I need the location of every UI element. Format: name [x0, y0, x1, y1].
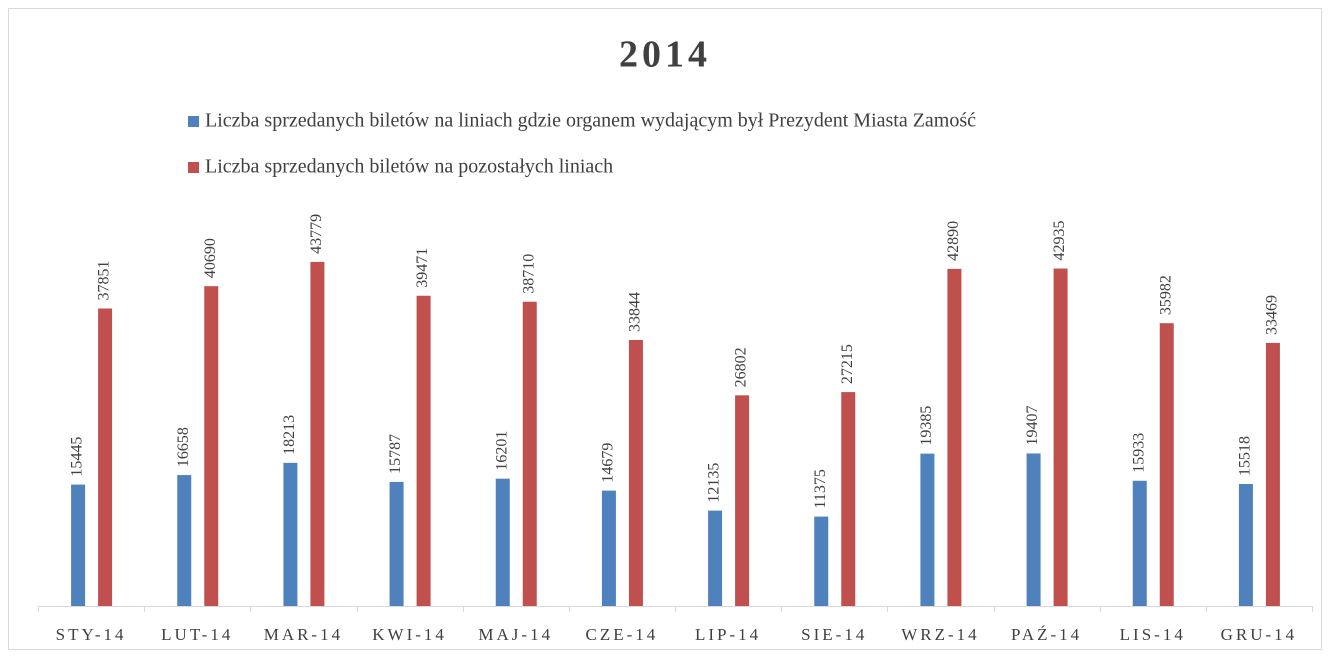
legend-label: Liczba sprzedanych biletów na liniach gd…: [205, 110, 976, 132]
value-label: 16201: [493, 431, 510, 471]
value-label: 12135: [706, 463, 723, 503]
x-tick-label: WRZ-14: [901, 625, 979, 644]
value-label: 15518: [1237, 436, 1254, 476]
value-label: 39471: [414, 248, 431, 288]
bar: [947, 268, 962, 606]
value-label: 15445: [69, 437, 86, 477]
bar: [1026, 453, 1041, 606]
value-label: 11375: [812, 469, 829, 508]
value-label: 40690: [202, 238, 219, 278]
x-tick-label: LIP-14: [695, 625, 761, 644]
bar: [71, 484, 86, 606]
bar: [1265, 342, 1280, 606]
x-tick-label: LIS-14: [1120, 625, 1186, 644]
value-label: 14679: [600, 443, 617, 483]
x-tick-label: CZE-14: [586, 625, 659, 644]
value-label: 15787: [387, 434, 404, 474]
value-label: 33844: [627, 292, 644, 332]
bar: [416, 295, 431, 606]
bar: [177, 475, 192, 606]
bar: [495, 478, 510, 606]
legend-swatch: [188, 116, 199, 127]
value-label: 37851: [96, 260, 113, 300]
bar: [98, 308, 113, 606]
x-tick-label: GRU-14: [1221, 625, 1298, 644]
bar: [204, 286, 219, 606]
x-tick-label: KWI-14: [372, 625, 447, 644]
bar: [1053, 268, 1068, 606]
value-label: 43779: [308, 214, 325, 254]
legend-swatch: [188, 162, 199, 173]
value-label: 35982: [1157, 275, 1174, 315]
x-tick-label: MAJ-14: [478, 625, 553, 644]
bar: [283, 462, 298, 606]
value-label: 16658: [175, 427, 192, 467]
x-tick-label: SIE-14: [801, 625, 867, 644]
bar: [814, 516, 829, 606]
bar: [920, 453, 935, 606]
value-label: 26802: [733, 347, 750, 387]
bar: [389, 481, 404, 606]
bar: [310, 261, 325, 606]
x-tick-label: LUT-14: [161, 625, 233, 644]
chart-title: 2014: [619, 34, 711, 76]
value-label: 33469: [1264, 295, 1281, 335]
bar: [735, 395, 750, 606]
value-label: 42935: [1051, 221, 1068, 261]
legend-label: Liczba sprzedanych biletów na pozostałyc…: [205, 156, 613, 178]
value-label: 18213: [281, 415, 298, 455]
x-tick-label: PAŹ-14: [1011, 625, 1082, 644]
bar: [708, 510, 723, 606]
bar: [628, 339, 643, 606]
bar: [841, 392, 856, 606]
x-tick-label: STY-14: [56, 625, 127, 644]
value-label: 38710: [520, 254, 537, 294]
bar: [601, 490, 616, 606]
x-tick-label: MAR-14: [264, 625, 343, 644]
bar: [1238, 484, 1253, 606]
value-label: 42890: [945, 221, 962, 261]
bar: [1159, 323, 1174, 606]
bar: [522, 301, 537, 606]
chart-frame: [8, 8, 1322, 650]
bar: [1132, 480, 1147, 606]
value-label: 19407: [1024, 405, 1041, 445]
value-label: 15933: [1130, 433, 1147, 473]
value-label: 19385: [918, 406, 935, 446]
value-label: 27215: [839, 344, 856, 384]
